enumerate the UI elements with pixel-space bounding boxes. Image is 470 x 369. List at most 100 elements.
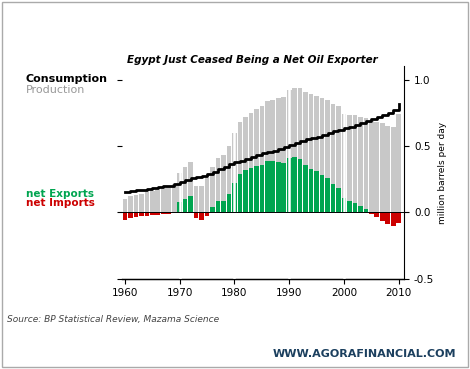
Bar <box>391 212 396 226</box>
Text: WWW.AGORAFINANCIAL.COM: WWW.AGORAFINANCIAL.COM <box>273 348 456 359</box>
Bar <box>276 162 281 212</box>
Bar <box>144 192 149 212</box>
Bar <box>199 186 204 212</box>
Text: Source: BP Statistical Review, Mazama Science: Source: BP Statistical Review, Mazama Sc… <box>7 315 219 324</box>
Bar <box>249 113 253 212</box>
Bar <box>325 179 330 212</box>
Y-axis label: million barrels per day: million barrels per day <box>439 121 447 224</box>
Text: Egypt Just Ceased Being a Net Oil Exporter: Egypt Just Ceased Being a Net Oil Export… <box>127 55 378 65</box>
Bar <box>156 190 160 212</box>
Bar <box>309 94 313 212</box>
Bar <box>347 115 352 212</box>
Bar <box>352 203 357 212</box>
Bar <box>123 199 127 212</box>
Bar <box>298 87 303 212</box>
Bar <box>342 199 346 212</box>
Bar <box>227 146 231 212</box>
Bar <box>292 157 297 212</box>
Bar <box>385 126 390 212</box>
Bar <box>205 212 210 216</box>
Bar <box>216 201 220 212</box>
Bar <box>128 196 133 212</box>
Bar <box>139 212 144 216</box>
Bar <box>314 96 319 212</box>
Bar <box>156 212 160 215</box>
Bar <box>243 117 248 212</box>
Bar <box>287 90 291 212</box>
Bar <box>221 201 226 212</box>
Bar <box>369 212 374 214</box>
Bar <box>183 199 188 212</box>
Bar <box>270 161 275 212</box>
Bar <box>227 194 231 212</box>
Text: net Exports: net Exports <box>26 189 94 199</box>
Bar <box>199 212 204 220</box>
Bar <box>221 155 226 212</box>
Bar <box>309 169 313 212</box>
Bar <box>363 209 368 212</box>
Bar <box>177 202 182 212</box>
Bar <box>232 183 237 212</box>
Bar <box>358 117 363 212</box>
Bar <box>243 170 248 212</box>
Bar <box>161 212 165 214</box>
Bar <box>385 212 390 224</box>
Bar <box>210 207 215 212</box>
Bar <box>320 175 324 212</box>
Bar <box>303 165 308 212</box>
Bar <box>183 167 188 212</box>
Text: Consumption: Consumption <box>26 74 108 85</box>
Bar <box>358 206 363 212</box>
Bar <box>150 191 155 212</box>
Bar <box>238 174 242 212</box>
Bar <box>259 106 264 212</box>
Bar <box>396 212 401 223</box>
Bar <box>232 133 237 212</box>
Bar <box>396 114 401 212</box>
Bar <box>188 162 193 212</box>
Bar <box>270 100 275 212</box>
Bar <box>292 87 297 212</box>
Bar <box>265 101 270 212</box>
Bar <box>336 189 341 212</box>
Bar <box>254 166 258 212</box>
Bar <box>282 163 286 212</box>
Bar <box>166 187 171 212</box>
Bar <box>320 98 324 212</box>
Bar <box>139 194 144 212</box>
Bar <box>188 196 193 212</box>
Bar <box>254 109 258 212</box>
Bar <box>336 106 341 212</box>
Bar <box>144 212 149 215</box>
Bar <box>331 104 335 212</box>
Bar <box>259 165 264 212</box>
Bar <box>150 212 155 215</box>
Bar <box>194 212 198 218</box>
Bar <box>380 212 384 221</box>
Bar <box>216 158 220 212</box>
Bar <box>331 184 335 212</box>
Bar <box>369 121 374 212</box>
Bar <box>276 98 281 212</box>
Bar <box>238 122 242 212</box>
Bar <box>303 92 308 212</box>
Bar <box>161 189 165 212</box>
Bar <box>380 124 384 212</box>
Bar <box>391 127 396 212</box>
Bar <box>194 186 198 212</box>
Bar <box>347 201 352 212</box>
Bar <box>177 173 182 212</box>
Bar <box>210 167 215 212</box>
Bar <box>363 118 368 212</box>
Bar <box>375 212 379 217</box>
Bar <box>133 212 138 217</box>
Bar <box>325 100 330 212</box>
Bar <box>205 178 210 212</box>
Bar <box>375 122 379 212</box>
Text: The Critical Dividing Line: The Critical Dividing Line <box>69 17 401 39</box>
Bar <box>314 171 319 212</box>
Bar <box>123 212 127 220</box>
Bar <box>133 195 138 212</box>
Bar <box>282 97 286 212</box>
Text: Production: Production <box>26 85 85 96</box>
